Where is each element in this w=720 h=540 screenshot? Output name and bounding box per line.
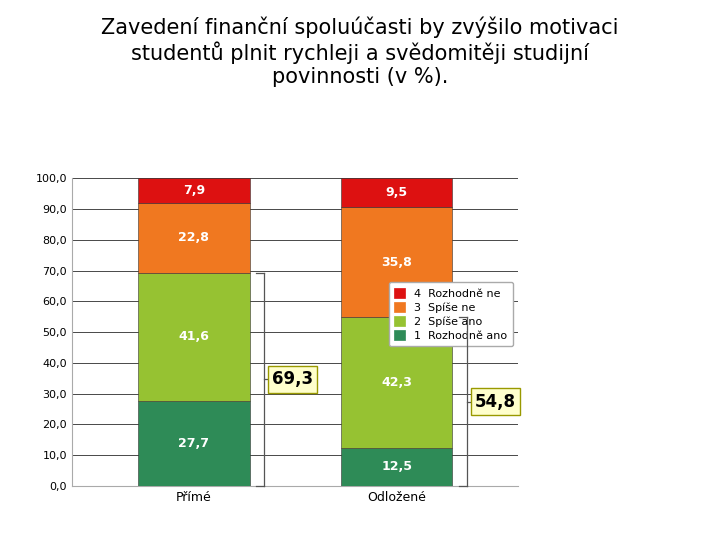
Text: 41,6: 41,6 (179, 330, 210, 343)
Text: 35,8: 35,8 (382, 256, 412, 269)
Bar (138, 202, 250, 273)
Bar (138, 401, 250, 486)
Bar (341, 448, 452, 486)
Text: Zavedení finanční spoluúčasti by zvýšilo motivaci
studentů plnit rychleji a svěd: Zavedení finanční spoluúčasti by zvýšilo… (102, 16, 618, 87)
Text: 12,5: 12,5 (381, 460, 412, 473)
Legend: 4  Rozhodně ne, 3  Spíše ne, 2  Spíše ano, 1  Rozhodně ano: 4 Rozhodně ne, 3 Spíše ne, 2 Spíše ano, … (389, 282, 513, 347)
Text: 69,3: 69,3 (272, 370, 313, 388)
Text: 27,7: 27,7 (179, 437, 210, 450)
Bar (341, 178, 452, 207)
Text: 22,8: 22,8 (179, 231, 210, 244)
Bar (341, 207, 452, 318)
Text: 42,3: 42,3 (381, 376, 412, 389)
Text: 9,5: 9,5 (386, 186, 408, 199)
Text: 7,9: 7,9 (183, 184, 204, 197)
Text: 54,8: 54,8 (474, 393, 516, 410)
Bar (138, 273, 250, 401)
Bar (341, 318, 452, 448)
Bar (138, 178, 250, 202)
